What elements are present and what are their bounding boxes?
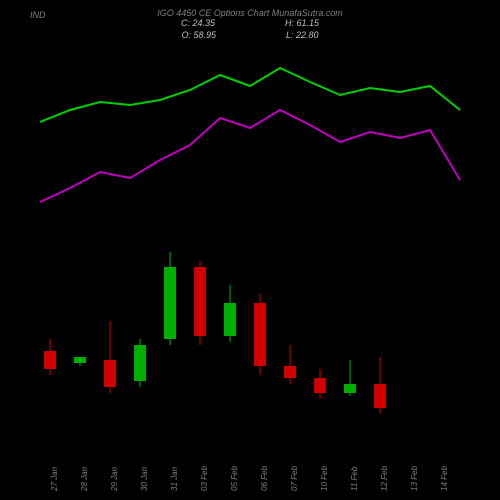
x-axis-label: 31 Jan — [170, 467, 179, 491]
x-axis-label: 03 Feb — [200, 466, 209, 491]
candle-body — [194, 267, 206, 336]
candle-body — [164, 267, 176, 339]
chart-svg — [40, 50, 480, 440]
open-value: O: 58.95 — [181, 30, 216, 40]
chart-area — [40, 50, 480, 440]
x-axis-label: 12 Feb — [380, 466, 389, 491]
candle-body — [284, 366, 296, 378]
ohlc-row-2: O: 58.95 L: 22.80 — [0, 30, 500, 40]
candle-body — [254, 303, 266, 366]
x-axis-label: 30 Jan — [140, 467, 149, 491]
candle-body — [104, 360, 116, 387]
x-axis-label: 07 Feb — [290, 466, 299, 491]
x-axis-label: 14 Feb — [440, 466, 449, 491]
ohlc-row-1: C: 24.35 H: 61.15 — [0, 18, 500, 28]
candle-body — [44, 351, 56, 369]
low-value: L: 22.80 — [286, 30, 319, 40]
close-value: C: 24.35 — [181, 18, 215, 28]
candle-body — [374, 384, 386, 408]
x-axis-label: 05 Feb — [230, 466, 239, 491]
chart-header: IGO 4450 CE Options Chart MunafaSutra.co… — [0, 8, 500, 42]
candle-body — [74, 357, 86, 363]
candle-body — [344, 384, 356, 393]
x-axis-label: 13 Feb — [410, 466, 419, 491]
candle-body — [314, 378, 326, 393]
x-axis-label: 29 Jan — [110, 467, 119, 491]
chart-title: IGO 4450 CE Options Chart MunafaSutra.co… — [0, 8, 500, 18]
candle-body — [224, 303, 236, 336]
x-axis-label: 06 Feb — [260, 466, 269, 491]
indicator-line — [40, 110, 460, 202]
indicator-line — [40, 68, 460, 122]
x-axis-labels: 27 Jan 28 Jan 29 Jan 30 Jan 31 Jan 03 Feb 05 F… — [40, 444, 480, 496]
x-axis-label: 28 Jan — [80, 467, 89, 491]
high-value: H: 61.15 — [285, 18, 319, 28]
x-axis-label: 10 Feb — [320, 466, 329, 491]
x-axis-label: 11 Feb — [350, 467, 359, 491]
x-axis-label: 27 Jan — [50, 467, 59, 491]
candle-body — [134, 345, 146, 381]
